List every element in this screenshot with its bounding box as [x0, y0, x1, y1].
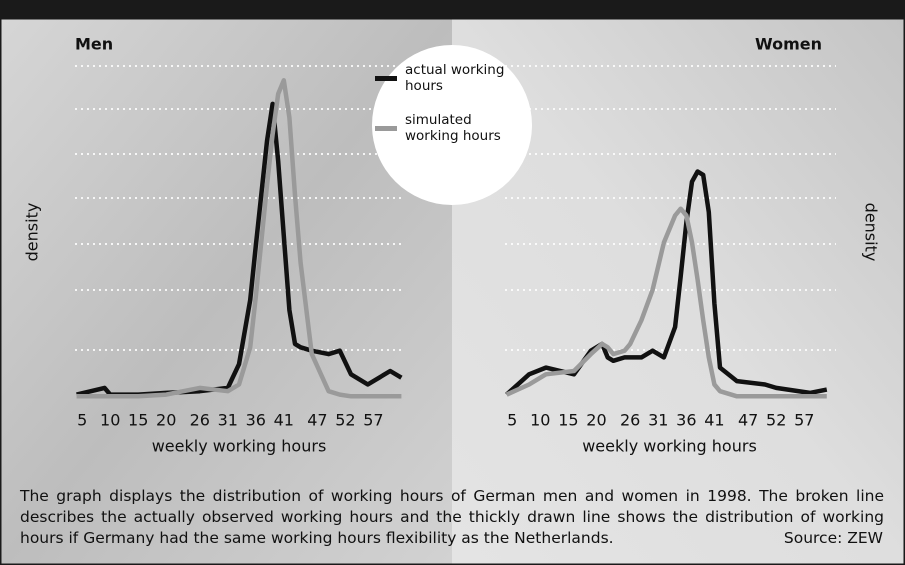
- legend-label: actual working hours: [405, 62, 525, 94]
- x-tick-label: 41: [704, 411, 724, 430]
- legend-swatch: [375, 76, 397, 81]
- x-tick-label: 57: [363, 411, 383, 430]
- y-axis-label: density: [23, 203, 42, 262]
- y-axis-label: density: [862, 203, 881, 262]
- x-tick-label: 26: [190, 411, 210, 430]
- x-tick-label: 10: [100, 411, 120, 430]
- panel-title: Men: [75, 35, 113, 54]
- x-tick-label: 52: [766, 411, 786, 430]
- legend: actual working hours simulated working h…: [375, 62, 525, 162]
- x-tick-label: 15: [128, 411, 148, 430]
- x-tick-label: 26: [620, 411, 640, 430]
- legend-label: simulated working hours: [405, 112, 525, 144]
- x-tick-label: 47: [307, 411, 327, 430]
- x-axis-label: weekly working hours: [152, 437, 327, 456]
- x-tick-label: 31: [648, 411, 668, 430]
- x-tick-label: 36: [246, 411, 266, 430]
- x-tick-label: 52: [335, 411, 355, 430]
- header-band: [0, 0, 905, 18]
- x-tick-label: 15: [558, 411, 578, 430]
- source: Source: ZEW: [784, 528, 883, 549]
- x-axis-label: weekly working hours: [582, 437, 757, 456]
- x-tick-label: 20: [156, 411, 176, 430]
- x-tick-label: 5: [77, 411, 87, 430]
- legend-item: simulated working hours: [375, 112, 525, 144]
- x-tick-label: 20: [586, 411, 606, 430]
- x-tick-label: 47: [738, 411, 758, 430]
- x-tick-label: 41: [274, 411, 294, 430]
- x-tick-label: 57: [794, 411, 814, 430]
- panel-title: Women: [755, 35, 822, 54]
- x-tick-label: 31: [218, 411, 238, 430]
- legend-swatch: [375, 126, 397, 131]
- page: Men density 5 10 15 20 26 31 36 41 47 52 57 weekly wo…: [0, 0, 905, 565]
- x-tick-label: 5: [507, 411, 517, 430]
- x-tick-label: 10: [530, 411, 550, 430]
- legend-item: actual working hours: [375, 62, 525, 94]
- x-tick-label: 36: [676, 411, 696, 430]
- caption: The graph displays the distribution of w…: [20, 486, 884, 549]
